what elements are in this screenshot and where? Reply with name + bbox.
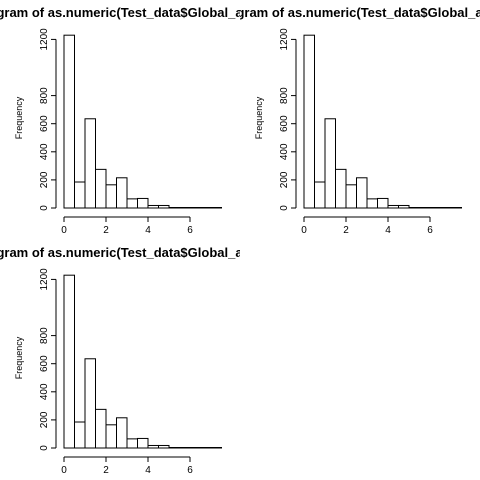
y-tick-label: 600 [39,355,50,372]
y-tick-label: 1200 [39,268,50,291]
histogram-bar [303,34,315,209]
y-tick-label: 400 [39,143,50,160]
x-tick-label: 4 [385,225,391,236]
x-tick-label: 4 [145,465,151,476]
histogram-bar [345,184,357,209]
histogram-bar [63,274,75,449]
histogram-bar [377,197,389,209]
x-tick-label: 4 [145,225,151,236]
histogram-bar [429,207,441,209]
x-tick-label: 2 [103,225,109,236]
histogram-bar [63,34,75,209]
histogram-bar [126,198,138,209]
histogram-panel-3: Histogram of as.numeric(Test_data$Global… [0,245,322,476]
y-tick-label: 400 [39,383,50,400]
histogram-bar [74,421,86,449]
y-axis-label: Frequency [14,96,24,139]
chart-title: Histogram of as.numeric(Test_data$Global… [0,245,322,260]
y-tick-label: 800 [39,327,50,344]
histogram-bar [74,181,86,209]
histogram-panel-2: Histogram of as.numeric(Test_data$Global… [204,5,480,236]
histogram-bar [314,181,326,209]
histogram-bar [95,168,107,209]
histogram-bar [179,207,191,209]
histogram-bar [210,447,222,449]
histogram-bar [158,204,170,209]
histogram-bar [324,118,336,209]
histogram-bar [200,207,212,209]
x-tick-label: 0 [61,465,67,476]
histogram-bar [168,447,180,449]
histogram-bar [335,168,347,209]
histogram-bar [137,197,149,209]
y-tick-label: 400 [279,143,290,160]
histogram-bar [84,118,96,209]
histogram-bar [408,207,420,209]
histogram-bar [158,444,170,449]
x-tick-label: 2 [343,225,349,236]
y-tick-label: 0 [279,205,290,211]
histogram-bar [189,207,201,209]
histogram-bar [168,207,180,209]
histogram-bar [116,417,128,449]
y-tick-label: 1200 [39,28,50,51]
histogram-bar [105,184,117,209]
x-tick-label: 6 [187,225,193,236]
x-tick-label: 6 [427,225,433,236]
histogram-bar [105,424,117,449]
y-tick-label: 1200 [279,28,290,51]
histogram-bar [95,408,107,449]
y-tick-label: 200 [279,171,290,188]
histogram-bar [398,204,410,209]
histogram-bar [440,207,452,209]
histogram-bar [179,447,191,449]
histogram-bar [356,177,368,209]
histogram-bar [126,438,138,449]
histogram-bar [137,437,149,449]
histogram-bar [200,447,212,449]
histogram-bar [147,204,159,209]
histogram-panel-1: Histogram of as.numeric(Test_data$Global… [0,5,322,236]
histogram-bar [189,447,201,449]
x-tick-label: 0 [301,225,307,236]
histogram-bar [419,207,431,209]
y-tick-label: 200 [39,411,50,428]
x-tick-label: 6 [187,465,193,476]
x-tick-label: 0 [61,225,67,236]
histogram-bar [210,207,222,209]
y-tick-label: 800 [39,87,50,104]
x-tick-label: 2 [103,465,109,476]
y-tick-label: 0 [39,205,50,211]
histogram-bar [387,204,399,209]
y-tick-label: 200 [39,171,50,188]
histogram-bar [116,177,128,209]
y-axis-label: Frequency [254,96,264,139]
chart-title: Histogram of as.numeric(Test_data$Global… [204,5,480,20]
histogram-bar [450,207,462,209]
histogram-bar [84,358,96,449]
y-tick-label: 0 [39,445,50,451]
y-axis-label: Frequency [14,336,24,379]
chart-title: Histogram of as.numeric(Test_data$Global… [0,5,322,20]
y-tick-label: 800 [279,87,290,104]
histogram-bar [366,198,378,209]
y-tick-label: 600 [39,115,50,132]
y-tick-label: 600 [279,115,290,132]
histogram-bar [147,444,159,449]
